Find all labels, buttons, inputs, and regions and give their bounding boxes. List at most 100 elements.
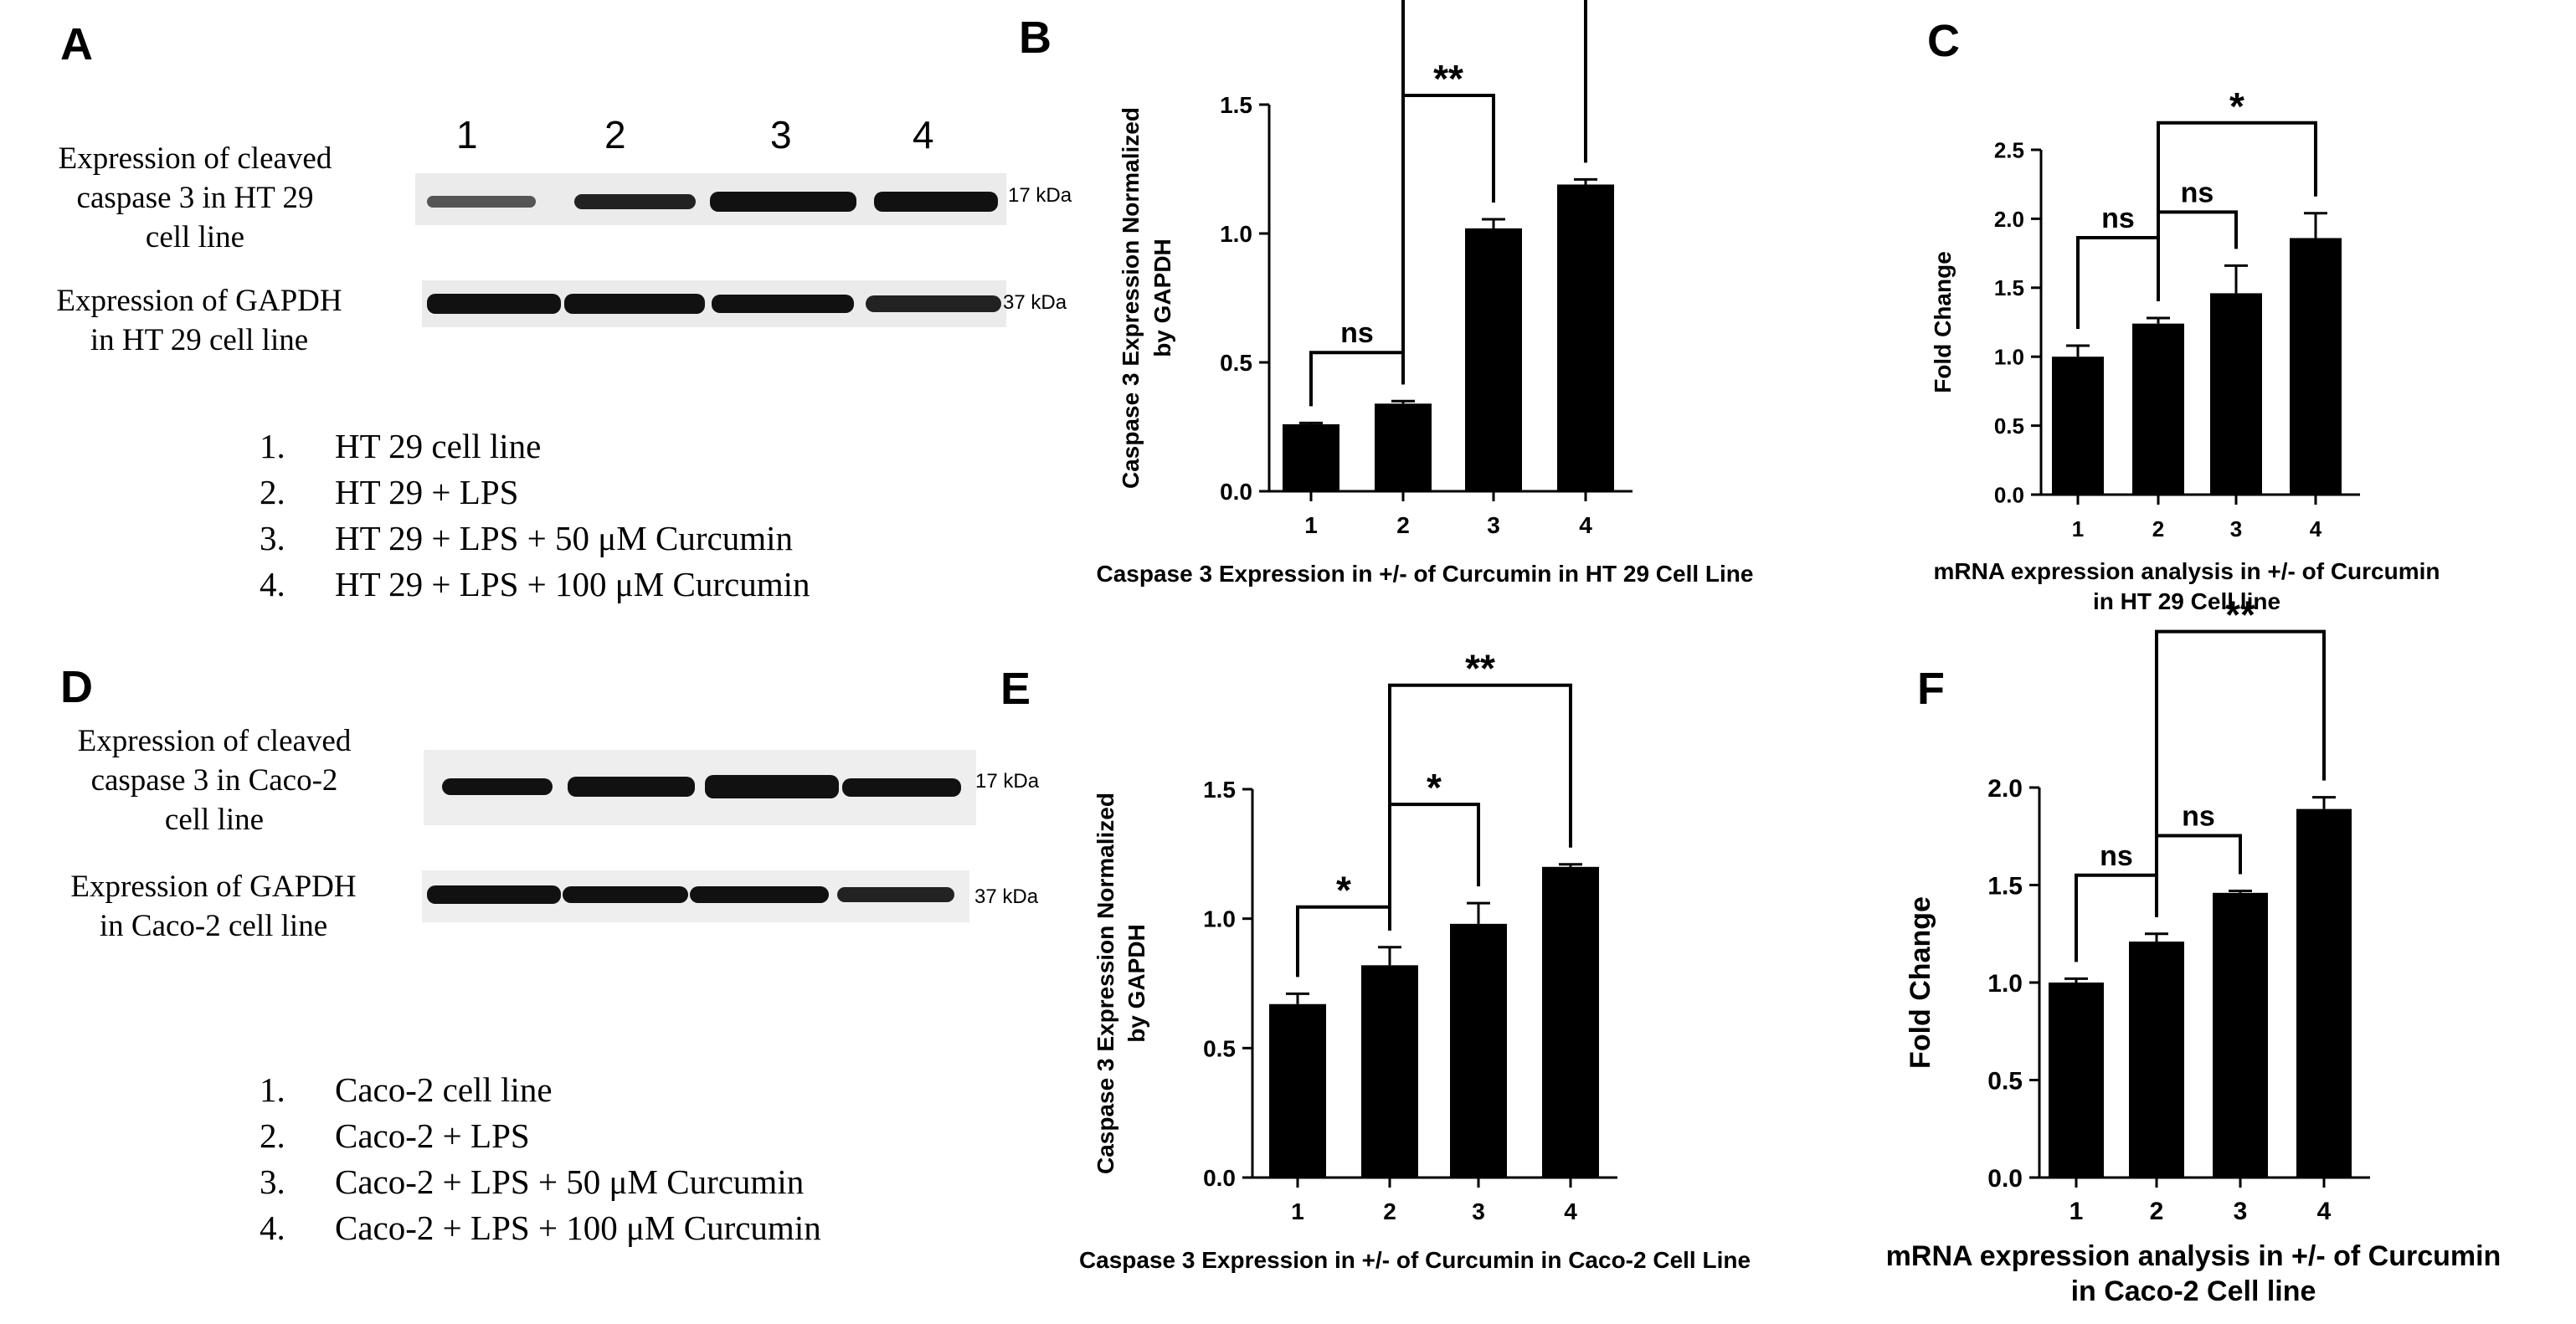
chart-f-significance-bracket <box>2155 629 2326 917</box>
panel-label-e: E <box>1000 664 1031 714</box>
chart-f-y-tick-label: 1.5 <box>1987 872 2023 900</box>
chart-f-y-tick-label: 2.0 <box>1987 775 2023 803</box>
chart-b-x-tick-label: 4 <box>1579 512 1592 538</box>
chart-c-x-tick-label: 4 <box>2310 516 2322 541</box>
chart-b-x-tick-label: 1 <box>1304 512 1318 538</box>
chart-f-y-tick-label: 1.0 <box>1987 970 2023 998</box>
chart-c-x-axis-label: mRNA expression analysis in +/- of Curcu… <box>1933 558 2440 584</box>
chart-c-significance-bracket <box>2076 236 2160 330</box>
chart-f-x-tick-label: 3 <box>2234 1198 2248 1225</box>
chart-f-x-axis-label: mRNA expression analysis in +/- of Curcu… <box>1886 1240 2501 1272</box>
blot-band <box>842 778 961 797</box>
chart-e-y-tick-label: 0.5 <box>1203 1035 1236 1061</box>
blot-band <box>712 295 854 313</box>
chart-f-x-axis-label: in Caco-2 Cell line <box>2071 1275 2316 1307</box>
blot-band <box>568 777 695 797</box>
chart-e-x-tick-label: 3 <box>1472 1198 1485 1224</box>
blot-band <box>564 294 705 314</box>
treatment-legend: 1. Caco-2 cell line 2. Caco-2 + LPS 3. Caco… <box>260 1067 821 1251</box>
legend-item: 1. Caco-2 cell line <box>260 1070 553 1109</box>
chart-f-x-tick-label: 1 <box>2070 1198 2084 1225</box>
chart-e-significance-label: * <box>1336 869 1351 912</box>
legend-item: 1. HT 29 cell line <box>260 427 542 465</box>
chart-e-x-tick-label: 2 <box>1383 1198 1396 1224</box>
chart-b-y-tick-label: 1.5 <box>1220 92 1252 118</box>
caspase-blot-image <box>424 750 976 825</box>
kda-marker: 17 kDa <box>1008 184 1072 207</box>
blot-band <box>574 194 696 209</box>
panel-label-a: A <box>60 19 93 69</box>
chart-f-x-tick-label: 4 <box>2317 1198 2332 1225</box>
chart-e-significance-bracket <box>1388 683 1572 931</box>
legend-item: 2. HT 29 + LPS <box>260 473 519 511</box>
gapdh-blot-label: Expression of GAPDH in HT 29 cell line <box>56 284 342 357</box>
chart-b-bar <box>1557 184 1614 492</box>
caspase-blot-image <box>415 173 1006 225</box>
chart-c-y-tick-label: 0.5 <box>1994 413 2024 439</box>
chart-e-x-tick-label: 4 <box>1564 1198 1577 1224</box>
chart-e-y-axis-label: by GAPDH <box>1123 924 1149 1043</box>
chart-b-y-tick-label: 0.0 <box>1220 479 1252 505</box>
chart-f-bar <box>2129 942 2184 1178</box>
blot-band <box>427 294 561 314</box>
chart-e-x-axis-label: Caspase 3 Expression in +/- of Curcumin … <box>1079 1247 1751 1273</box>
chart-b-x-axis-label: Caspase 3 Expression in +/- of Curcumin … <box>1097 561 1754 587</box>
chart-b-significance-bracket <box>1309 351 1405 407</box>
kda-marker: 37 kDa <box>974 885 1039 908</box>
chart-c-bar <box>2052 357 2104 495</box>
chart-e-y-tick-label: 1.0 <box>1203 906 1236 932</box>
chart-c-bar <box>2290 238 2342 495</box>
chart-c-significance-bracket <box>2157 121 2317 302</box>
chart-b-y-tick-label: 0.5 <box>1220 350 1252 376</box>
chart-f-bar <box>2049 983 2104 1178</box>
caspase-blot-label: Expression of cleaved caspase 3 in Caco-… <box>77 724 352 837</box>
treatment-legend: 1. HT 29 cell line 2. HT 29 + LPS 3. HT 29 … <box>260 423 810 608</box>
kda-marker: 37 kDa <box>1003 291 1067 314</box>
chart-f-y-axis-label: Fold Change <box>1905 896 1936 1069</box>
chart-c-significance-label: ns <box>2181 177 2214 208</box>
chart-e-y-axis-label: Caspase 3 Expression Normalized <box>1093 793 1118 1174</box>
chart-f-bar <box>2213 892 2268 1178</box>
kda-marker: 17 kDa <box>975 770 1040 793</box>
lane-number: 1 <box>456 113 478 157</box>
chart-f-x-tick-label: 2 <box>2150 1198 2164 1225</box>
chart-c-y-tick-label: 1.0 <box>1994 345 2024 370</box>
gapdh-blot-image <box>422 870 969 922</box>
gapdh-blot-image <box>422 280 1006 327</box>
chart-e-significance-label: * <box>1427 766 1442 809</box>
chart-e-y-tick-label: 0.0 <box>1203 1165 1236 1191</box>
caspase-blot-label: Expression of cleaved caspase 3 in HT 29… <box>58 141 332 254</box>
chart-b-x-tick-label: 2 <box>1396 512 1410 538</box>
chart-b-significance-label: ** <box>1433 57 1463 100</box>
chart-c-x-tick-label: 3 <box>2230 516 2242 541</box>
chart-f-y-tick-label: 0.5 <box>1987 1067 2023 1095</box>
chart-c-significance-bracket <box>2157 210 2238 302</box>
chart-c-y-tick-label: 2.5 <box>1994 137 2024 162</box>
panel-label-b: B <box>1019 13 1051 63</box>
chart-e-bar <box>1361 965 1418 1178</box>
chart-f-bar <box>2296 808 2352 1178</box>
chart-c-bar <box>2132 323 2184 495</box>
chart-c-x-tick-label: 1 <box>2072 516 2084 541</box>
chart-e-bar <box>1269 1003 1326 1178</box>
chart-b-bar <box>1375 403 1432 491</box>
blot-band <box>710 192 856 212</box>
panel-label-f: F <box>1917 664 1945 714</box>
blot-band <box>874 192 998 212</box>
chart-f-y-tick-label: 0.0 <box>1987 1165 2023 1193</box>
chart-b-significance-bracket <box>1401 0 1587 385</box>
chart-b-x-tick-label: 3 <box>1487 512 1500 538</box>
legend-item: 3. Caco-2 + LPS + 50 μM Curcumin <box>260 1162 805 1201</box>
lane-number: 3 <box>770 113 792 157</box>
chart-b-y-tick-label: 1.0 <box>1220 221 1252 247</box>
chart-b-bar <box>1465 228 1522 491</box>
chart-b-significance-label: ns <box>1340 317 1374 349</box>
chart-e-x-tick-label: 1 <box>1291 1198 1304 1224</box>
chart-c-x-axis-label: in HT 29 Cell line <box>2093 588 2280 614</box>
chart-c-y-tick-label: 0.0 <box>1994 482 2024 507</box>
panel-label-d: D <box>60 662 93 712</box>
blot-band <box>442 778 553 795</box>
chart-c-y-tick-label: 2.0 <box>1994 207 2024 232</box>
